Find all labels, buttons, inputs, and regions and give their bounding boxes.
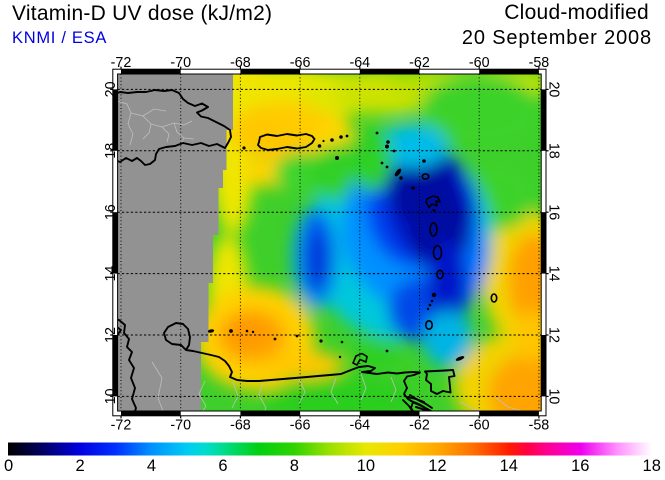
svg-text:20: 20: [103, 81, 119, 97]
svg-text:-72: -72: [111, 55, 132, 71]
svg-text:10: 10: [546, 388, 562, 404]
svg-text:14: 14: [546, 266, 562, 282]
svg-text:-62: -62: [409, 55, 430, 71]
svg-text:-58: -58: [529, 417, 550, 433]
svg-text:14: 14: [103, 266, 119, 282]
svg-text:8: 8: [290, 457, 299, 475]
svg-text:12: 12: [546, 327, 562, 343]
svg-text:0: 0: [4, 457, 13, 475]
svg-text:12: 12: [103, 327, 119, 343]
svg-text:-66: -66: [290, 417, 311, 433]
svg-text:-66: -66: [290, 55, 311, 71]
svg-text:10: 10: [103, 388, 119, 404]
svg-text:18: 18: [643, 457, 661, 475]
svg-text:18: 18: [546, 143, 562, 159]
svg-text:-68: -68: [230, 55, 251, 71]
svg-text:Cloud-modified: Cloud-modified: [504, 1, 649, 24]
svg-text:-60: -60: [469, 55, 490, 71]
svg-text:20: 20: [546, 81, 562, 97]
svg-text:-70: -70: [170, 417, 191, 433]
svg-text:14: 14: [500, 457, 518, 475]
svg-text:-58: -58: [529, 55, 550, 71]
svg-text:16: 16: [103, 204, 119, 220]
svg-text:-64: -64: [349, 55, 370, 71]
svg-text:12: 12: [428, 457, 446, 475]
svg-text:4: 4: [147, 457, 156, 475]
svg-text:2: 2: [76, 457, 85, 475]
svg-text:-64: -64: [349, 417, 370, 433]
svg-text:16: 16: [546, 204, 562, 220]
svg-text:18: 18: [103, 143, 119, 159]
svg-text:16: 16: [571, 457, 589, 475]
svg-text:-62: -62: [409, 417, 430, 433]
svg-text:6: 6: [218, 457, 227, 475]
svg-text:10: 10: [357, 457, 375, 475]
svg-text:20 September 2008: 20 September 2008: [462, 27, 652, 49]
svg-text:-60: -60: [469, 417, 490, 433]
svg-text:Vitamin-D UV dose (kJ/m2): Vitamin-D UV dose (kJ/m2): [12, 2, 272, 25]
svg-text:-70: -70: [170, 55, 191, 71]
svg-text:-72: -72: [111, 417, 132, 433]
svg-text:-68: -68: [230, 417, 251, 433]
svg-text:KNMI / ESA: KNMI / ESA: [12, 29, 107, 47]
